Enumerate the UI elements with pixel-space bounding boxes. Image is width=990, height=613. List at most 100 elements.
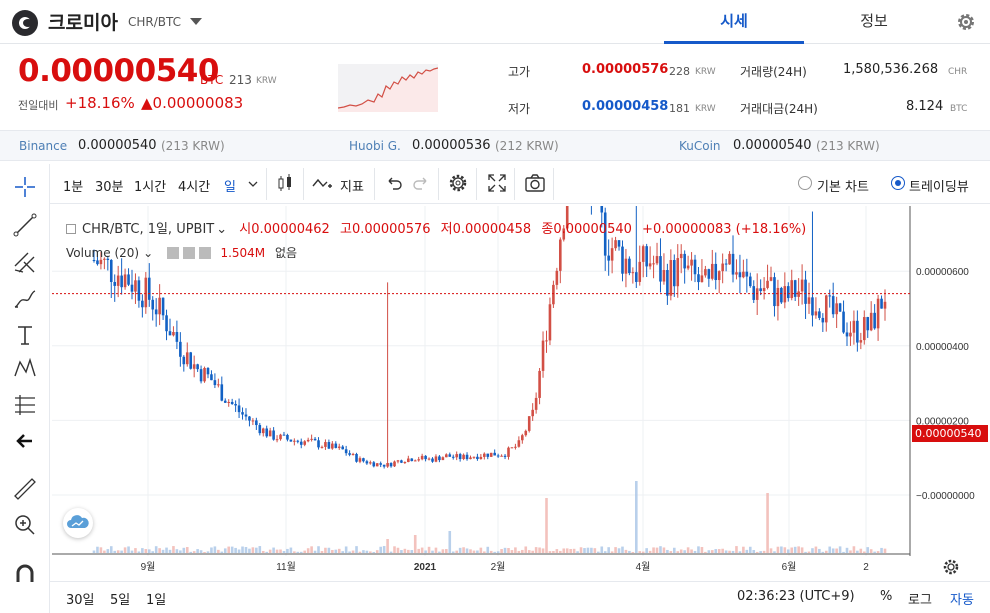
volume-bar <box>545 498 548 553</box>
volume-bar <box>773 551 776 553</box>
tradingview-label[interactable]: 트레이딩뷰 <box>909 180 969 195</box>
chevron-down-icon[interactable] <box>248 180 258 188</box>
volume-bar <box>686 547 690 553</box>
candle-body <box>524 430 528 436</box>
candle-body <box>320 446 324 448</box>
indicator-icon[interactable] <box>311 172 333 194</box>
pattern-icon[interactable] <box>10 354 40 384</box>
volume-bar <box>507 548 510 553</box>
settings-icon[interactable] <box>447 172 469 194</box>
candle-body <box>666 270 669 296</box>
change-label: 전일대비 <box>18 99 59 112</box>
candle-body <box>344 449 348 454</box>
exchange-name[interactable]: KuCoin <box>679 139 721 153</box>
camera-icon[interactable] <box>524 172 546 194</box>
volume-bar <box>286 548 289 553</box>
tradingview-radio[interactable] <box>891 176 905 190</box>
volume-bar <box>500 549 503 553</box>
basic-chart-label[interactable]: 기본 차트 <box>817 180 869 195</box>
volume-bar <box>389 551 393 553</box>
volume-bar <box>704 551 707 553</box>
collapse-icon[interactable] <box>66 224 76 234</box>
chevron-down-icon[interactable]: ⌄ <box>143 246 154 260</box>
candle-body <box>227 401 231 403</box>
candle-body <box>375 463 379 467</box>
volume-bar <box>403 548 407 553</box>
forecast-icon[interactable] <box>10 390 40 420</box>
gear-icon[interactable] <box>182 247 195 259</box>
volume-bar <box>666 549 669 553</box>
range-1d[interactable]: 1일 <box>146 593 167 608</box>
trend-line-icon[interactable] <box>10 210 40 240</box>
volume-bar <box>130 550 134 553</box>
candle-type-icon[interactable] <box>274 172 296 194</box>
volume-bar <box>172 546 175 553</box>
interval-4h[interactable]: 4시간 <box>178 180 211 195</box>
candle-body <box>134 280 137 292</box>
x-tick-label: 4월 <box>636 561 651 573</box>
candle-body <box>883 301 887 309</box>
eye-icon[interactable] <box>166 247 179 259</box>
candle-body <box>410 458 414 462</box>
back-arrow-icon[interactable] <box>10 426 40 456</box>
coin-pair[interactable]: CHR/BTC <box>128 15 182 29</box>
candle-body <box>455 454 458 458</box>
auto-toggle[interactable]: 자동 <box>950 593 974 608</box>
magnet-icon[interactable] <box>10 560 40 590</box>
interval-1d[interactable]: 일 <box>224 180 236 195</box>
zoom-in-icon[interactable] <box>10 510 40 540</box>
volume-bar <box>714 549 718 553</box>
pitchfork-icon[interactable] <box>10 248 40 278</box>
log-toggle[interactable]: 로그 <box>908 593 932 608</box>
crosshair-icon[interactable] <box>10 172 40 202</box>
fullscreen-icon[interactable] <box>486 172 508 194</box>
symbol-label[interactable]: CHR/BTC, 1일, UPBIT <box>82 222 215 237</box>
volume-indicator-label[interactable]: Volume (20) <box>66 246 140 260</box>
candle-body <box>217 384 220 386</box>
brush-icon[interactable] <box>10 284 40 314</box>
exchange-name[interactable]: Huobi G. <box>349 139 401 153</box>
candle-body <box>203 367 206 382</box>
volume-bar <box>859 548 863 553</box>
interval-30m[interactable]: 30분 <box>95 180 124 195</box>
percent-toggle[interactable]: % <box>880 589 893 604</box>
clock-time[interactable]: 02:36:23 (UTC+9) <box>737 589 855 604</box>
tab-quote[interactable]: 시세 <box>664 0 804 44</box>
close-icon[interactable] <box>198 247 211 259</box>
range-30d[interactable]: 30일 <box>66 593 95 608</box>
candle-body <box>434 456 438 462</box>
basic-chart-radio[interactable] <box>798 176 812 190</box>
cloud-save-icon[interactable] <box>63 508 93 538</box>
candle-body <box>714 263 718 281</box>
volume-bar <box>279 549 282 553</box>
volume-bar <box>296 551 300 553</box>
mini-price-chart <box>338 64 438 112</box>
tab-info[interactable]: 정보 <box>860 12 888 30</box>
price-chart[interactable]: 0.000016000.000014000.000012000.00001000… <box>52 206 990 581</box>
candle-body <box>541 340 545 371</box>
volume-bar <box>223 548 227 553</box>
volume-bar <box>103 550 106 553</box>
exchange-name[interactable]: Binance <box>19 139 68 153</box>
volume-bar <box>862 551 866 553</box>
gear-icon[interactable] <box>956 12 976 32</box>
text-icon[interactable] <box>10 320 40 350</box>
candle-body <box>213 380 217 386</box>
candle-body <box>769 277 773 281</box>
ruler-icon[interactable] <box>10 474 40 504</box>
volume-bar <box>400 550 403 553</box>
chevron-down-icon[interactable]: ⌄ <box>216 222 228 237</box>
top-header: 크로미아 CHR/BTC 시세 정보 <box>0 0 990 44</box>
undo-icon[interactable] <box>383 172 405 194</box>
scale-settings-icon[interactable] <box>941 557 961 577</box>
price-krw: 213 <box>229 73 252 87</box>
range-5d[interactable]: 5일 <box>110 593 131 608</box>
volume-bar <box>831 548 835 553</box>
candle-body <box>610 248 614 261</box>
volume-bar <box>486 546 490 553</box>
indicators-button[interactable]: 지표 <box>340 180 364 195</box>
redo-icon[interactable] <box>410 172 432 194</box>
caret-down-icon[interactable] <box>190 18 202 25</box>
interval-1m[interactable]: 1분 <box>63 180 84 195</box>
interval-1h[interactable]: 1시간 <box>134 180 167 195</box>
